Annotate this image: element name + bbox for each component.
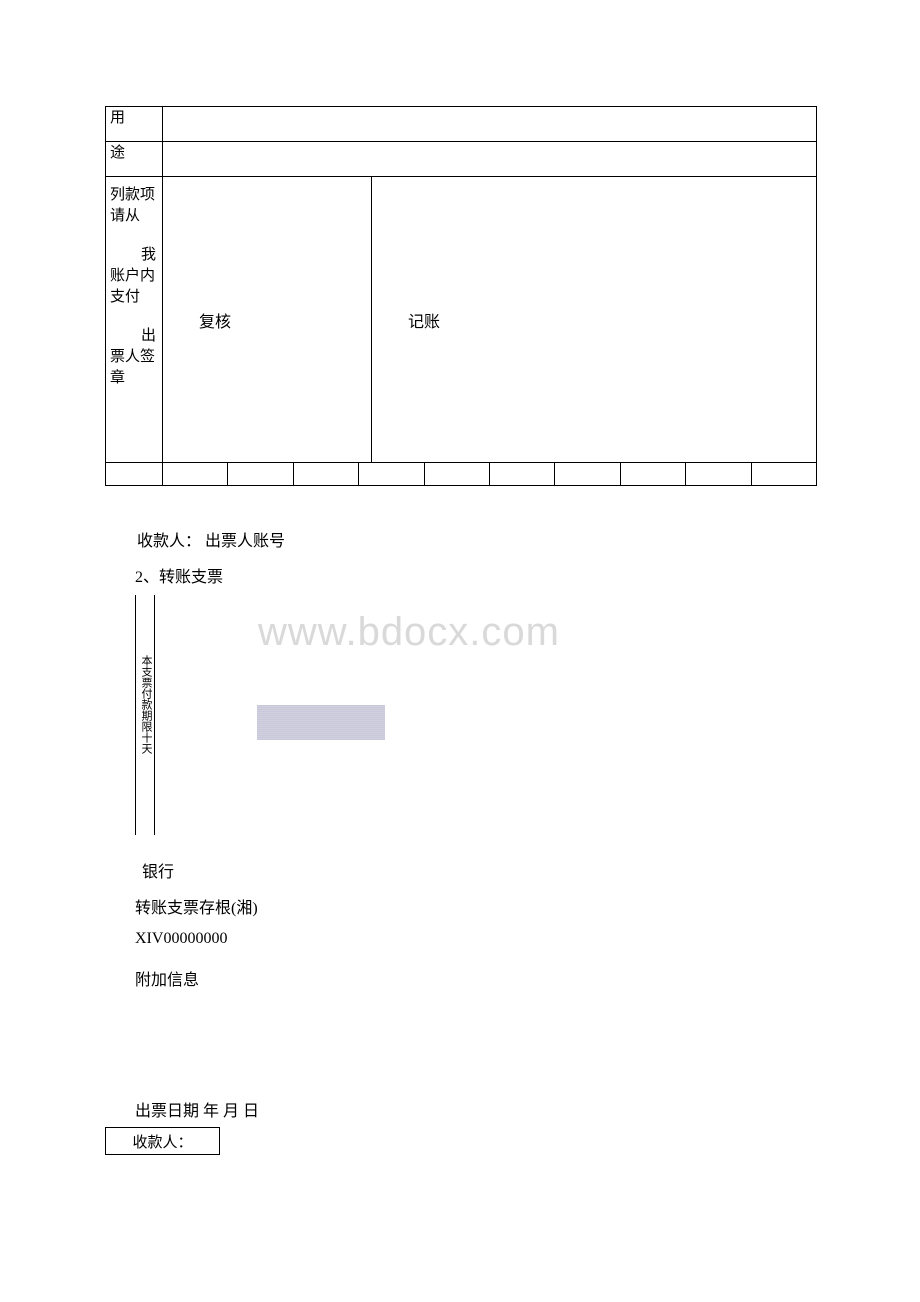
table-row-2: 途 <box>106 142 816 177</box>
table-row-1: 用 <box>106 107 816 142</box>
grid-cell <box>621 463 686 485</box>
grid-cell <box>359 463 424 485</box>
grid-cell <box>555 463 620 485</box>
grid-cell <box>163 463 228 485</box>
watermark: www.bdocx.com <box>258 610 560 655</box>
payee-line: 收款人： 出票人账号 <box>137 527 285 551</box>
row3-label-line3: 账户内支付 <box>110 266 158 308</box>
table-row-4 <box>106 463 816 485</box>
grid-cell <box>228 463 293 485</box>
table-row-3: 列款项请从 我 账户内支付 出 票人签章 复核 记账 <box>106 177 816 463</box>
row3-right: 记账 <box>372 177 816 462</box>
code-text: XIV00000000 <box>135 930 227 948</box>
row2-label-left: 途 <box>110 144 125 164</box>
row3-label-line1: 列款项请从 <box>110 185 158 227</box>
row3-label: 列款项请从 我 账户内支付 出 票人签章 <box>106 177 163 462</box>
bank-text: 银行 <box>142 858 174 882</box>
grid-cell <box>490 463 555 485</box>
issue-date-text: 出票日期 年 月 日 <box>135 1097 259 1121</box>
inner-vertical-border <box>154 595 155 835</box>
section-2-title: 2、转账支票 <box>135 563 223 587</box>
payee-box: 收款人： <box>105 1127 220 1155</box>
row3-label-line4: 出 <box>110 326 158 347</box>
grid-cell <box>686 463 751 485</box>
grid-cell <box>425 463 490 485</box>
grid-cell <box>294 463 359 485</box>
row1-content <box>163 107 816 141</box>
row2-content <box>163 142 816 176</box>
row4-label <box>106 463 163 485</box>
row1-label: 用 <box>106 107 163 141</box>
stub-text: 转账支票存根(湘) <box>135 894 258 918</box>
grid-cell <box>752 463 816 485</box>
vertical-text: 本支票付款期限十天 <box>138 655 154 754</box>
row4-grid <box>163 463 816 485</box>
form-table: 用 途 列款项请从 我 账户内支付 出 票人签章 复核 记账 <box>105 106 817 486</box>
row2-label: 途 <box>106 142 163 176</box>
row3-label-line2: 我 <box>110 245 158 266</box>
row3-mid: 复核 <box>163 177 372 462</box>
gray-pattern-box <box>257 705 385 740</box>
row3-label-line5: 票人签章 <box>110 347 158 389</box>
additional-text: 附加信息 <box>135 966 199 990</box>
